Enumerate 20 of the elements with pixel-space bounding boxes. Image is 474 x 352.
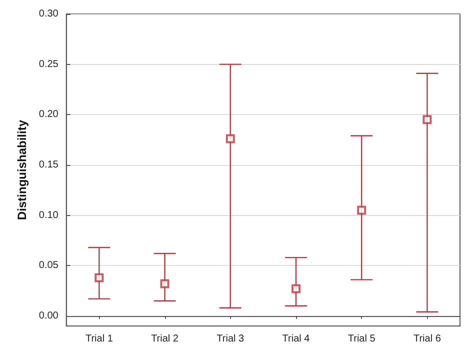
- point: [357, 206, 366, 215]
- y-tick-label: 0.00: [38, 310, 59, 322]
- point: [422, 115, 432, 124]
- x-tick-label: Trial 3: [216, 334, 245, 344]
- y-tick-label: 0.20: [38, 109, 59, 120]
- y-tick-label: 0.15: [38, 159, 59, 170]
- point: [291, 284, 300, 294]
- y-tick-label: 0.10: [38, 210, 59, 221]
- point: [226, 134, 235, 144]
- y-tick-label: 0.05: [38, 260, 59, 272]
- x-tick-label: Trial 5: [348, 334, 376, 344]
- y-tick-label: 0.30: [38, 8, 59, 20]
- point: [94, 273, 104, 282]
- x-tick-label: Trial 6: [413, 334, 442, 344]
- point: [160, 279, 170, 288]
- y-axis-title: Distinguishability: [15, 120, 29, 220]
- x-tick-label: Trial 4: [282, 334, 310, 344]
- x-tick-label: Trial 2: [151, 334, 179, 344]
- x-tick-label: Trial 1: [85, 334, 114, 344]
- y-tick-label: 0.25: [38, 58, 59, 70]
